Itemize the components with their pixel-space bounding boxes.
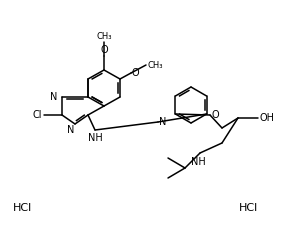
Text: O: O xyxy=(100,45,108,55)
Text: N: N xyxy=(67,125,74,135)
Text: O: O xyxy=(211,110,219,120)
Text: HCl: HCl xyxy=(238,203,258,213)
Text: HCl: HCl xyxy=(12,203,32,213)
Text: O: O xyxy=(132,68,139,78)
Text: NH: NH xyxy=(191,157,205,167)
Text: N: N xyxy=(159,117,166,127)
Text: Cl: Cl xyxy=(32,110,42,120)
Text: CH₃: CH₃ xyxy=(147,60,162,69)
Text: OH: OH xyxy=(259,113,274,123)
Text: N: N xyxy=(50,92,57,102)
Text: CH₃: CH₃ xyxy=(96,32,112,41)
Text: NH: NH xyxy=(88,133,102,143)
